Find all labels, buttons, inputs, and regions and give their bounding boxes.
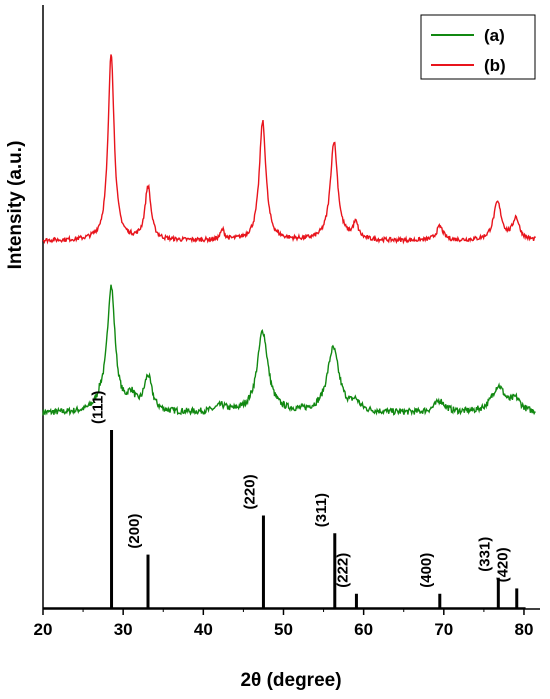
x-tick-label: 70 <box>434 620 453 639</box>
y-axis-title: Intensity (a.u.) <box>5 141 26 270</box>
x-tick-label: 60 <box>354 620 373 639</box>
reference-peak-label: (311) <box>313 493 330 527</box>
x-axis-title: 2θ (degree) <box>240 670 341 691</box>
x-ticks: 20 30 40 50 60 70 80 <box>34 609 534 639</box>
reference-peak-label: (200) <box>126 514 143 549</box>
x-tick-label: 40 <box>194 620 213 639</box>
legend-label-a: (a) <box>484 26 505 45</box>
x-tick-label: 80 <box>515 620 534 639</box>
reference-peak-label: (222) <box>334 553 351 588</box>
reference-peak-label: (400) <box>418 553 435 588</box>
reference-pattern: (111) (200) (220) (311) (222) (400) (331) (420) <box>43 391 526 609</box>
x-tick-label: 20 <box>34 620 53 639</box>
legend: (a) (b) <box>420 14 536 80</box>
reference-peak-label: (220) <box>241 474 258 509</box>
x-tick-label: 30 <box>114 620 133 639</box>
legend-box <box>420 14 536 80</box>
reference-peak-label: (331) <box>476 537 493 572</box>
series-line-a <box>42 284 536 417</box>
legend-label-b: (b) <box>484 56 506 75</box>
x-tick-label: 50 <box>274 620 293 639</box>
series-layer <box>42 54 537 417</box>
reference-peak-label: (111) <box>90 391 107 424</box>
series-line-b <box>42 54 537 245</box>
reference-peak-label: (420) <box>495 547 512 582</box>
